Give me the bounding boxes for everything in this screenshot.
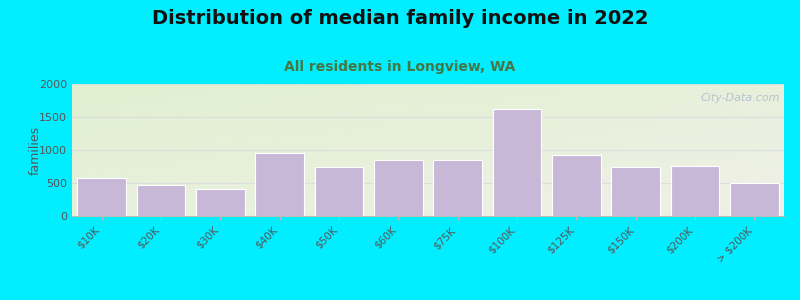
Bar [730, 183, 778, 216]
Bar [314, 167, 363, 216]
Text: All residents in Longview, WA: All residents in Longview, WA [284, 60, 516, 74]
Bar [255, 153, 304, 216]
Bar [137, 184, 186, 216]
Bar [611, 167, 660, 216]
Bar [196, 189, 245, 216]
Bar [552, 154, 601, 216]
Y-axis label: families: families [28, 125, 42, 175]
Text: City-Data.com: City-Data.com [701, 93, 781, 103]
Bar [434, 160, 482, 216]
Bar [78, 178, 126, 216]
Text: Distribution of median family income in 2022: Distribution of median family income in … [152, 9, 648, 28]
Bar [374, 160, 422, 216]
Bar [670, 166, 719, 216]
Bar [493, 109, 542, 216]
